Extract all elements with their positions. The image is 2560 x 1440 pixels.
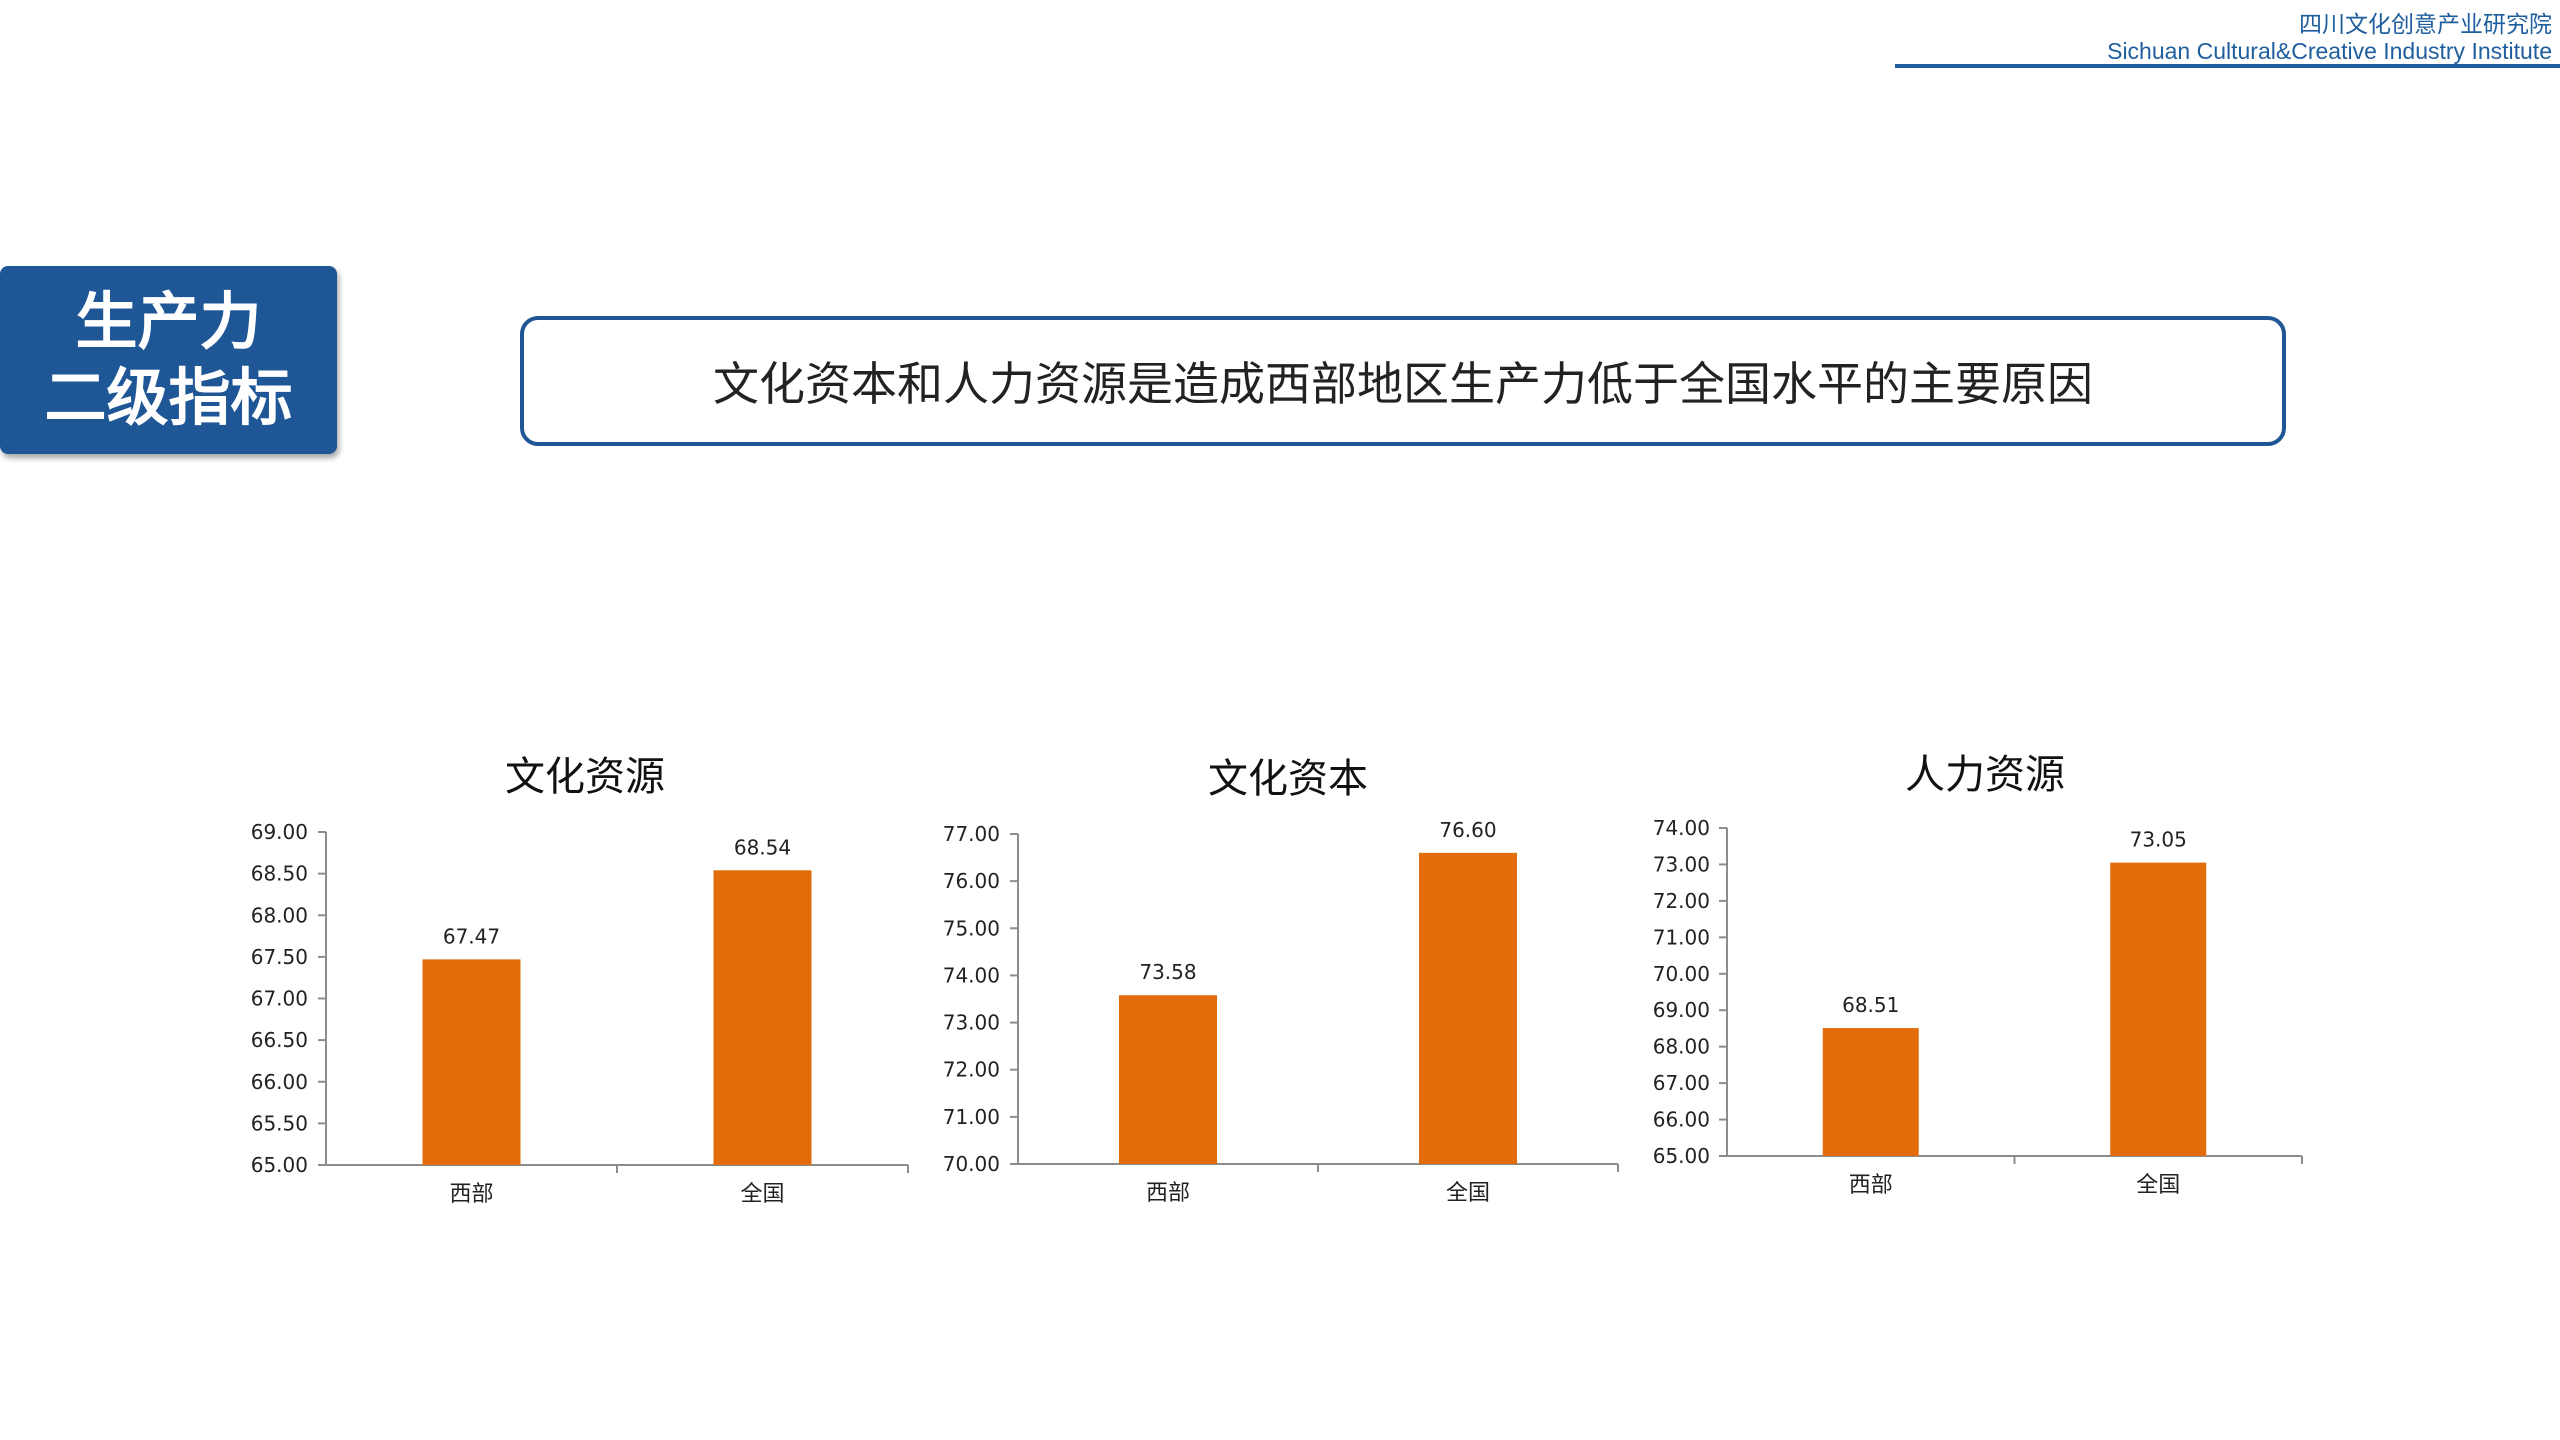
y-tick-label: 66.00 (251, 1070, 308, 1094)
headline-box: 文化资本和人力资源是造成西部地区生产力低于全国水平的主要原因 (520, 316, 2286, 446)
y-tick-label: 66.00 (1653, 1108, 1710, 1132)
y-tick-label: 65.00 (251, 1153, 308, 1177)
y-tick-label: 67.00 (251, 987, 308, 1011)
y-tick-label: 70.00 (1653, 962, 1710, 986)
x-category-label: 西部 (1849, 1173, 1893, 1198)
bar-value-label: 76.60 (1439, 818, 1496, 842)
chart-title: 文化资源 (505, 754, 665, 800)
bar-value-label: 68.54 (734, 835, 791, 859)
y-tick-label: 69.00 (251, 820, 308, 844)
bar-value-label: 68.51 (1842, 993, 1899, 1017)
bar-national (2110, 862, 2207, 1156)
y-tick-label: 73.00 (1653, 852, 1710, 876)
y-tick-label: 65.50 (251, 1111, 308, 1135)
y-tick-label: 71.00 (1653, 925, 1710, 949)
bar-national (713, 870, 812, 1165)
section-tab: 生产力 二级指标 (0, 266, 337, 454)
y-tick-label: 66.50 (251, 1028, 308, 1052)
y-tick-label: 70.00 (943, 1152, 1000, 1176)
y-tick-label: 71.00 (943, 1105, 1000, 1129)
bar-national (1419, 852, 1517, 1164)
x-category-label: 全国 (1446, 1181, 1490, 1206)
x-category-label: 全国 (740, 1182, 784, 1207)
x-category-label: 西部 (1146, 1181, 1190, 1206)
y-tick-label: 68.00 (251, 903, 308, 927)
y-tick-label: 65.00 (1653, 1144, 1710, 1168)
y-tick-label: 74.00 (1653, 816, 1710, 840)
bar-west (422, 959, 521, 1165)
header-divider (1895, 64, 2560, 68)
bar-value-label: 73.58 (1139, 960, 1196, 984)
y-tick-label: 76.00 (943, 869, 1000, 893)
y-tick-label: 72.00 (1653, 889, 1710, 913)
institute-name-en: Sichuan Cultural&Creative Industry Insti… (2107, 38, 2552, 64)
section-tab-line2: 二级指标 (44, 361, 293, 434)
bar-value-label: 67.47 (443, 924, 500, 948)
y-tick-label: 67.50 (251, 945, 308, 969)
x-category-label: 西部 (449, 1182, 493, 1207)
y-tick-label: 77.00 (943, 822, 1000, 846)
bar-west (1822, 1028, 1919, 1156)
bar-west (1119, 995, 1217, 1164)
y-tick-label: 72.00 (943, 1058, 1000, 1082)
y-tick-label: 68.00 (1653, 1035, 1710, 1059)
y-tick-label: 67.00 (1653, 1071, 1710, 1095)
institute-brand: 四川文化创意产业研究院 Sichuan Cultural&Creative In… (2107, 12, 2552, 64)
y-tick-label: 74.00 (943, 963, 1000, 987)
institute-name-cn: 四川文化创意产业研究院 (2299, 12, 2552, 38)
y-tick-label: 73.00 (943, 1011, 1000, 1035)
headline-text: 文化资本和人力资源是造成西部地区生产力低于全国水平的主要原因 (713, 357, 2093, 411)
y-tick-label: 69.00 (1653, 998, 1710, 1022)
chart-title: 文化资本 (1208, 756, 1368, 802)
chart-title: 人力资源 (1905, 752, 2065, 798)
bar-value-label: 73.05 (2130, 828, 2187, 852)
y-tick-label: 68.50 (251, 862, 308, 886)
section-tab-line1: 生产力 (75, 285, 262, 358)
y-tick-label: 75.00 (943, 916, 1000, 940)
x-category-label: 全国 (2136, 1173, 2180, 1198)
